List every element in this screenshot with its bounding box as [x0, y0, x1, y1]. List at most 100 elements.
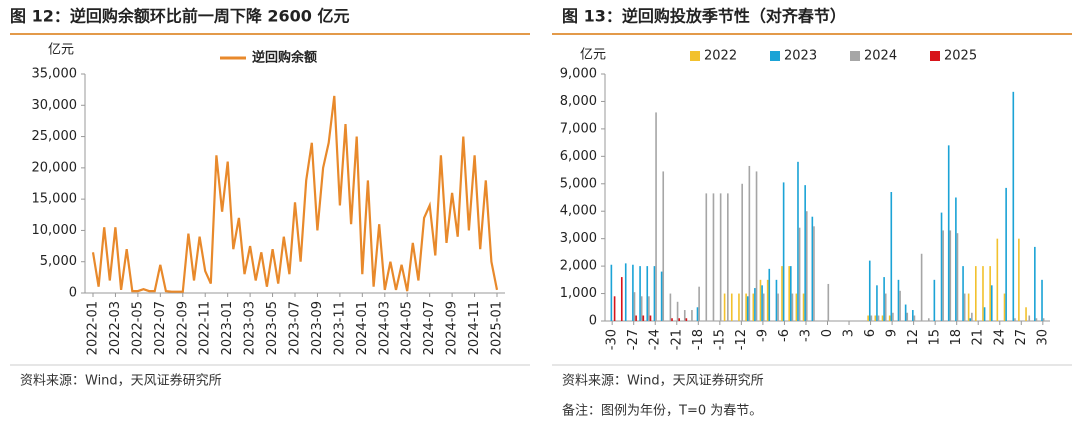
y-tick-label: 0 [589, 314, 597, 329]
x-tick-label: 2024-01 [355, 301, 370, 355]
bar [755, 171, 758, 321]
bar [877, 315, 880, 321]
bar [797, 161, 799, 321]
bar [881, 315, 884, 321]
y-tick-label: 3,000 [560, 231, 597, 246]
x-tick-label: -12 [734, 329, 749, 350]
x-tick-label: 2022-07 [153, 301, 168, 355]
legend-swatch [770, 51, 780, 61]
bar [766, 279, 769, 321]
bar [963, 293, 966, 321]
legend-label: 2024 [864, 49, 897, 64]
bar [669, 293, 672, 321]
x-tick-label: 2023-05 [265, 301, 280, 355]
chart-title: 图 13：逆回购投放季节性（对齐春节） [562, 7, 846, 26]
bar [789, 266, 792, 321]
x-tick-label: 2024-11 [467, 301, 482, 355]
x-tick-label: 9 [885, 329, 900, 337]
bar [676, 301, 679, 321]
bar [1041, 279, 1043, 321]
x-tick-label: 2023-09 [310, 301, 325, 355]
bar [655, 112, 657, 321]
bar [691, 310, 693, 321]
bar [974, 266, 977, 321]
bar [798, 227, 801, 321]
bar [719, 193, 722, 321]
bar [1003, 293, 1006, 321]
x-tick-label: 2022-05 [130, 301, 145, 355]
legend-label: 逆回购余额 [252, 50, 317, 66]
y-tick-label: 20,000 [32, 160, 78, 175]
x-tick-label: -24 [648, 329, 663, 350]
bar [649, 315, 652, 321]
bar [635, 315, 637, 321]
bar [1012, 91, 1015, 321]
bar [813, 226, 815, 321]
x-tick-label: -15 [712, 329, 727, 350]
bar [1005, 187, 1007, 321]
bar [741, 183, 743, 321]
x-tick-label: 2022-01 [86, 301, 101, 355]
x-tick-label: -30 [605, 329, 620, 350]
legend-swatch [930, 51, 940, 61]
bar [738, 293, 740, 321]
source: 资料来源：Wind，天风证券研究所 [20, 373, 222, 389]
bar [745, 293, 747, 321]
bar [874, 315, 877, 321]
y-tick-label: 15,000 [32, 192, 78, 207]
y-tick-label: 6,000 [560, 149, 597, 164]
bar [782, 182, 785, 321]
bar [788, 266, 790, 321]
y-unit: 亿元 [48, 43, 74, 58]
bar [723, 293, 726, 321]
x-tick-label: 2025-01 [490, 301, 505, 355]
bar [620, 277, 623, 321]
x-tick-label: 2024-03 [377, 301, 392, 355]
y-tick-label: 1,000 [560, 286, 597, 301]
y-tick-label: 9,000 [560, 67, 597, 82]
x-tick-label: -3 [798, 329, 813, 342]
bar [653, 266, 656, 321]
x-tick-label: 2024-05 [400, 301, 415, 355]
bar [1025, 307, 1027, 321]
bar [870, 315, 873, 321]
bar [613, 296, 616, 321]
x-tick-label: 2022-11 [198, 301, 213, 355]
y-tick-label: 5,000 [40, 254, 77, 269]
bar [705, 193, 708, 321]
x-tick-label: 24 [992, 329, 1007, 346]
x-tick-label: 2024-07 [422, 301, 437, 355]
bar [671, 318, 673, 321]
bar [883, 277, 885, 321]
legend-swatch [850, 51, 860, 61]
legend-label: 2025 [944, 49, 977, 64]
bar [727, 193, 729, 321]
chart-title: 图 12：逆回购余额环比前一周下降 2600 亿元 [10, 7, 350, 26]
bar [890, 192, 893, 321]
bar [1018, 238, 1020, 321]
bar [811, 216, 814, 321]
x-tick-label: -27 [626, 329, 641, 350]
bar [660, 271, 663, 321]
bar [759, 279, 762, 321]
x-tick-label: 12 [906, 329, 921, 346]
x-tick-label: 30 [1035, 329, 1050, 346]
bar [768, 268, 771, 321]
bar [955, 197, 957, 321]
bar [949, 230, 952, 321]
bar [712, 193, 715, 321]
bar [876, 285, 878, 321]
bar [892, 312, 894, 321]
y-tick-label: 0 [69, 286, 77, 301]
bar [678, 318, 681, 321]
bar [969, 318, 972, 321]
x-tick-label: 21 [971, 329, 986, 346]
bar [884, 293, 887, 321]
x-tick-label: 2023-07 [288, 301, 303, 355]
bar [777, 293, 779, 321]
bar [696, 307, 699, 321]
x-tick-label: 2023-01 [220, 301, 235, 355]
y-tick-label: 25,000 [32, 129, 78, 144]
x-tick-label: 27 [1014, 329, 1029, 346]
bar [698, 286, 700, 321]
